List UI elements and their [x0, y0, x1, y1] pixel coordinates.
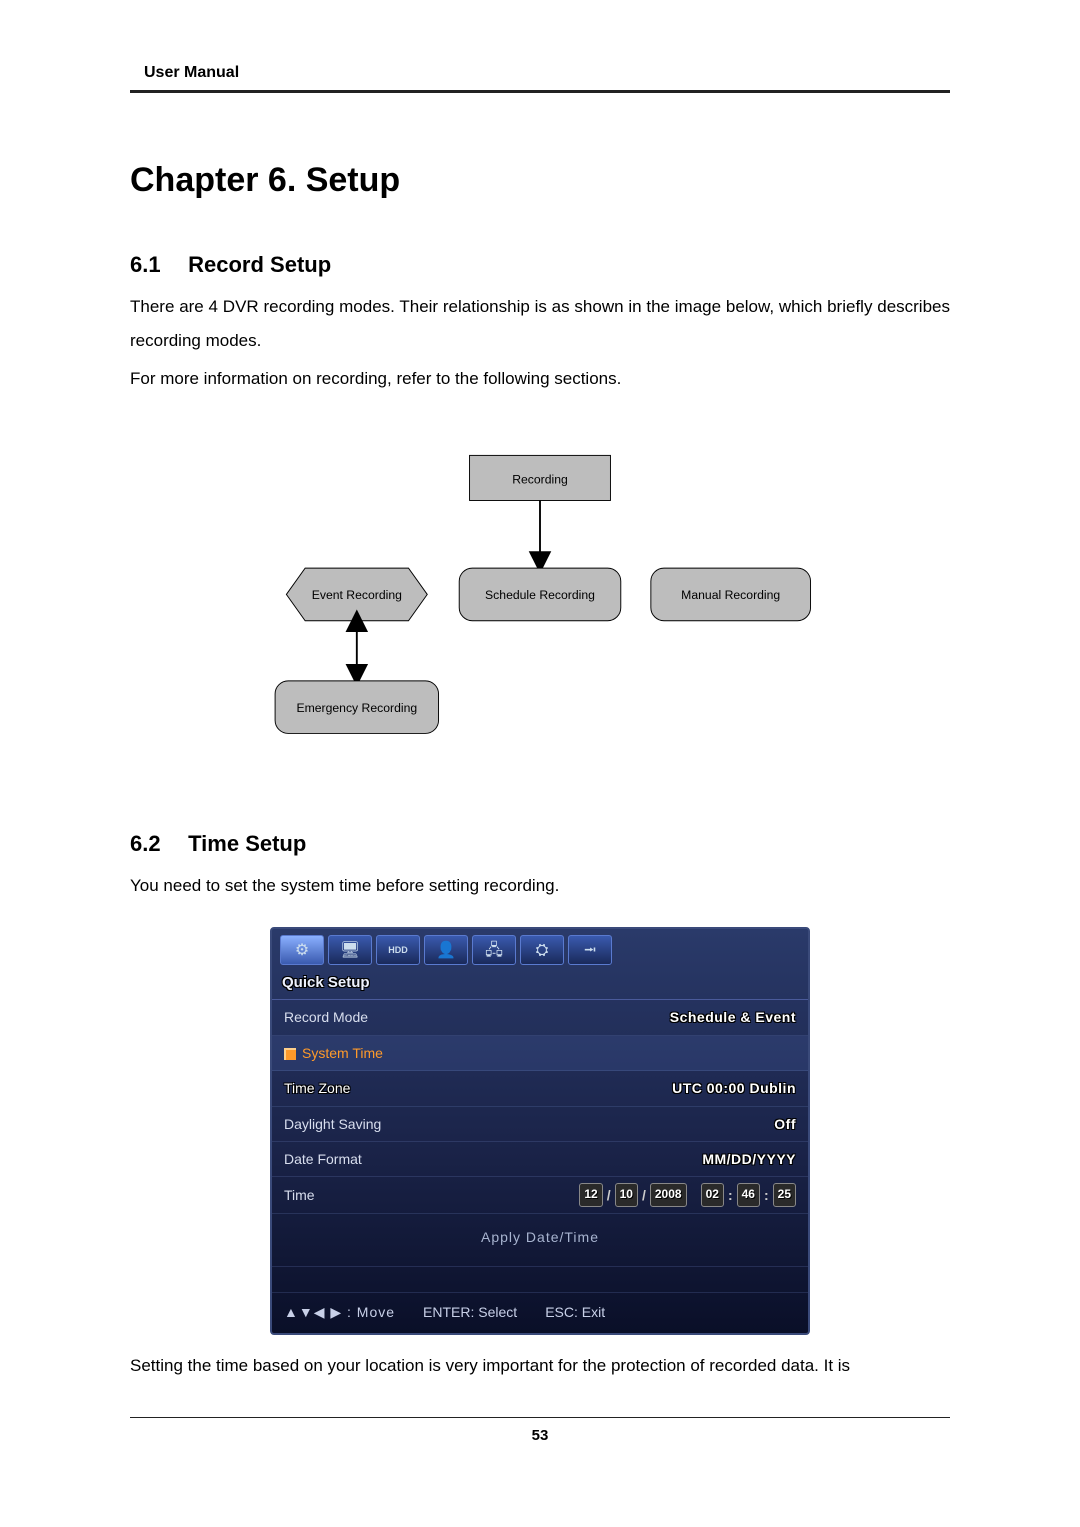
section-6-1-title: Record Setup: [188, 252, 331, 277]
dvr-row-date-format[interactable]: Date Format MM/DD/YYYY: [272, 1142, 808, 1177]
dvr-time-dd[interactable]: 10: [615, 1183, 638, 1206]
node-manual-label: Manual Recording: [681, 588, 780, 602]
dvr-time-hh[interactable]: 02: [701, 1183, 724, 1206]
dvr-footer: ▲▼◀ ▶ : Move ENTER: Select ESC: Exit: [272, 1293, 808, 1327]
dvr-tab-network[interactable]: 🖧: [472, 935, 516, 965]
page-number: 53: [130, 1424, 950, 1448]
dvr-row-system-time: System Time: [272, 1036, 808, 1071]
dvr-row-daylight[interactable]: Daylight Saving Off: [272, 1107, 808, 1142]
dvr-tab-user[interactable]: 👤: [424, 935, 468, 965]
section-6-1-para2: For more information on recording, refer…: [130, 362, 950, 396]
section-6-1-num: 6.1: [130, 247, 182, 282]
dvr-label-time-zone: Time Zone: [284, 1077, 464, 1099]
user-icon: 👤: [436, 938, 456, 964]
dvr-title: Quick Setup: [272, 967, 808, 1000]
apply-date-time-button[interactable]: Apply Date/Time: [481, 1226, 599, 1248]
dvr-label-system-time: System Time: [284, 1042, 464, 1064]
system-icon: ⛭: [536, 938, 549, 964]
dvr-tabs: ⚙ 🖥 HDD 👤 🖧 ⛭ ⭲: [272, 929, 808, 967]
header-rule: [130, 90, 950, 93]
monitor-icon: 🖥: [340, 938, 360, 964]
dvr-value-date-format: MM/DD/YYYY: [464, 1148, 796, 1170]
dvr-footer-esc: ESC: Exit: [545, 1301, 605, 1323]
sep-colon-1: :: [728, 1184, 733, 1206]
header-label: User Manual: [130, 60, 950, 86]
dvr-row-record-mode[interactable]: Record Mode Schedule & Event: [272, 1000, 808, 1035]
dvr-label-date-format: Date Format: [284, 1148, 464, 1170]
dvr-footer-move: ▲▼◀ ▶ : Move: [284, 1301, 395, 1323]
dvr-value-daylight: Off: [464, 1113, 796, 1135]
dvr-row-apply: Apply Date/Time: [272, 1214, 808, 1267]
dvr-tab-display[interactable]: 🖥: [328, 935, 372, 965]
node-emergency-label: Emergency Recording: [296, 701, 417, 715]
exit-icon: ⭲: [584, 938, 596, 964]
gear-icon: ⚙: [295, 938, 309, 964]
dvr-time-ss[interactable]: 25: [773, 1183, 796, 1206]
sep-slash-1: /: [607, 1184, 611, 1206]
dvr-label-record-mode: Record Mode: [284, 1006, 464, 1028]
sep-colon-2: :: [764, 1184, 769, 1206]
node-recording-label: Recording: [512, 473, 568, 487]
section-6-2-title: Time Setup: [188, 831, 306, 856]
section-6-1-para1: There are 4 DVR recording modes. Their r…: [130, 290, 950, 358]
sep-slash-2: /: [642, 1184, 646, 1206]
section-6-1-heading: 6.1 Record Setup: [130, 247, 950, 282]
dvr-tab-hdd[interactable]: HDD: [376, 935, 420, 965]
recording-modes-diagram: Recording Event Recording Schedule Recor…: [130, 436, 950, 766]
dvr-time-yyyy[interactable]: 2008: [650, 1183, 687, 1206]
section-6-2-num: 6.2: [130, 826, 182, 861]
node-schedule-label: Schedule Recording: [485, 588, 595, 602]
dvr-time-mm[interactable]: 12: [579, 1183, 602, 1206]
dvr-label-daylight: Daylight Saving: [284, 1113, 464, 1135]
diagram-svg: Recording Event Recording Schedule Recor…: [230, 436, 850, 766]
section-6-2-para: You need to set the system time before s…: [130, 869, 950, 903]
dvr-tab-exit[interactable]: ⭲: [568, 935, 612, 965]
network-icon: 🖧: [485, 938, 503, 964]
dvr-time-fields: 12 / 10 / 2008 02 : 46 : 25: [464, 1183, 796, 1206]
dvr-spacer: [272, 1267, 808, 1293]
dvr-row-time[interactable]: Time 12 / 10 / 2008 02 : 46 : 25: [272, 1177, 808, 1213]
dvr-panel: ⚙ 🖥 HDD 👤 🖧 ⛭ ⭲ Quick Setup Record Mode …: [270, 927, 810, 1335]
dvr-footer-enter: ENTER: Select: [423, 1301, 517, 1323]
chapter-title: Chapter 6. Setup: [130, 153, 950, 207]
dvr-time-mi[interactable]: 46: [737, 1183, 760, 1206]
dvr-tab-system[interactable]: ⛭: [520, 935, 564, 965]
node-event-label: Event Recording: [312, 588, 402, 602]
hdd-icon: HDD: [388, 943, 408, 957]
footer-rule: [130, 1417, 950, 1418]
dvr-value-time-zone: UTC 00:00 Dublin: [464, 1077, 796, 1099]
after-screenshot-para: Setting the time based on your location …: [130, 1349, 950, 1383]
dvr-screenshot: ⚙ 🖥 HDD 👤 🖧 ⛭ ⭲ Quick Setup Record Mode …: [130, 927, 950, 1335]
dvr-label-time: Time: [284, 1184, 464, 1206]
section-6-2-heading: 6.2 Time Setup: [130, 826, 950, 861]
dvr-row-time-zone[interactable]: Time Zone UTC 00:00 Dublin: [272, 1071, 808, 1106]
dvr-value-record-mode: Schedule & Event: [464, 1006, 796, 1028]
dvr-tab-quick-setup[interactable]: ⚙: [280, 935, 324, 965]
